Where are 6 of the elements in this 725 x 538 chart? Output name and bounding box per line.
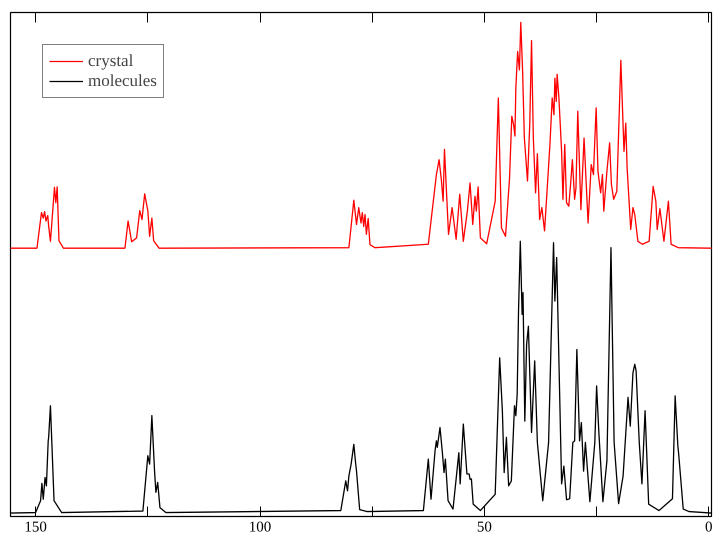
x-tick-label: 150 — [24, 520, 47, 536]
legend-label: crystal — [88, 51, 134, 71]
legend-label: molecules — [88, 71, 157, 91]
x-tick-label: 50 — [476, 520, 492, 536]
x-tick-label: 0 — [705, 520, 713, 536]
x-tick-label: 100 — [248, 520, 272, 536]
